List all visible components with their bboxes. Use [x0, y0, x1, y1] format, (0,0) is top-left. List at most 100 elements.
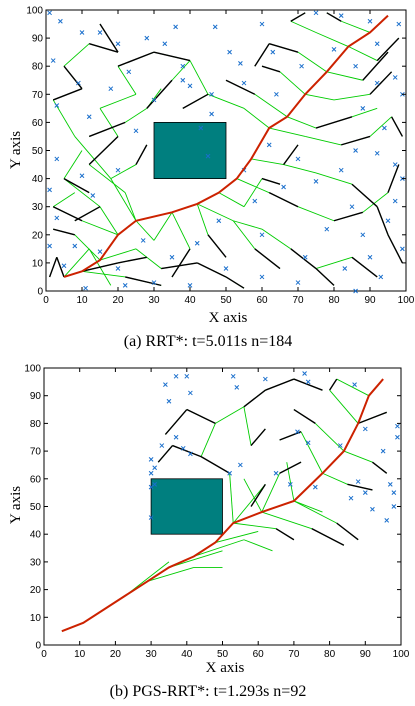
sample-point	[47, 243, 52, 249]
branch-edge	[52, 88, 83, 101]
tree-edge	[81, 220, 119, 236]
x-tick-label: 60	[253, 649, 265, 660]
x-tick-label: 0	[41, 649, 47, 660]
sample-point	[188, 451, 193, 457]
branch-edge	[99, 23, 119, 53]
sample-point	[54, 103, 60, 108]
tree-edge	[315, 32, 349, 47]
sample-point	[353, 148, 358, 153]
branch-edge	[269, 43, 299, 53]
branch-edge	[254, 43, 270, 67]
branch-edge	[225, 79, 256, 95]
sample-point	[259, 274, 265, 280]
branch-edge	[387, 164, 400, 193]
tree-edge	[333, 93, 371, 101]
sample-point	[126, 69, 132, 75]
sample-point	[391, 490, 397, 496]
caption-b: (b) PGS-RRT*: t=1.293s n=92	[110, 683, 307, 700]
sample-point	[108, 86, 114, 92]
branch-edge	[268, 192, 299, 208]
sample-point	[205, 153, 211, 159]
sample-point	[122, 283, 128, 288]
sample-point	[387, 481, 393, 487]
branch-edge	[275, 528, 295, 541]
x-tick-label: 80	[328, 295, 340, 306]
optimal-path	[63, 14, 389, 278]
y-tick-label: 70	[30, 447, 42, 458]
tree-edge	[315, 172, 353, 185]
x-tick-label: 30	[148, 295, 160, 306]
x-axis-label-b: X axis	[206, 660, 245, 676]
y-tick-label: 0	[37, 287, 43, 298]
branch-edge	[311, 528, 345, 546]
x-tick-label: 30	[146, 649, 158, 660]
branch-edge	[351, 256, 378, 278]
y-tick-label: 60	[30, 474, 42, 485]
sample-point	[305, 379, 311, 385]
branch-edge	[63, 65, 83, 90]
sample-point	[287, 481, 293, 487]
sample-point	[148, 484, 154, 490]
sample-point	[166, 398, 172, 404]
sample-point	[90, 193, 96, 198]
branch-edge	[89, 43, 119, 53]
sample-point	[133, 128, 139, 134]
sample-point	[162, 41, 168, 47]
branch-edge	[283, 144, 299, 165]
sample-point	[392, 75, 398, 80]
sample-point	[391, 504, 397, 509]
sample-point	[370, 506, 375, 512]
sample-point	[47, 10, 52, 16]
sample-point	[262, 376, 268, 382]
sample-point	[382, 125, 387, 131]
branch-edge	[369, 71, 393, 95]
branch-edge	[243, 389, 266, 408]
tree-edge	[99, 93, 137, 109]
sample-point	[198, 125, 204, 131]
branch-edge	[265, 378, 295, 391]
branch-edge	[315, 268, 335, 286]
branch-edge	[88, 135, 119, 166]
tree-edge	[193, 539, 245, 557]
tree-edge	[63, 248, 90, 278]
tree-edge	[215, 530, 259, 543]
tree-edge	[189, 60, 209, 95]
branch-edge	[336, 522, 359, 541]
obstacle-rect	[150, 478, 223, 535]
branch-edge	[357, 411, 387, 425]
tree-edge	[168, 550, 223, 568]
tree-edge	[343, 450, 373, 463]
branch-edge	[117, 256, 147, 264]
sample-point	[187, 283, 193, 288]
tree-edge	[229, 473, 234, 524]
sample-point	[392, 162, 398, 167]
tree-edge	[63, 43, 90, 67]
sample-point	[299, 63, 304, 69]
sample-point	[384, 517, 390, 523]
y-axis-label-a: Y axis	[8, 131, 24, 169]
tree-edge	[74, 136, 112, 179]
y-tick-label: 20	[32, 230, 44, 241]
tree-edge	[348, 46, 378, 61]
sample-point	[151, 280, 157, 285]
tree-edge	[171, 212, 191, 250]
tree-edge	[341, 20, 371, 33]
tree-edge	[232, 484, 266, 524]
sample-point	[227, 470, 232, 476]
tree-edge	[243, 478, 263, 513]
branch-edge	[135, 144, 148, 165]
obstacle-rect	[153, 122, 227, 180]
sample-point	[337, 443, 343, 448]
tree-edge	[110, 164, 137, 179]
tree-edge	[243, 107, 270, 129]
tree-edge	[207, 93, 245, 109]
tree-edge	[200, 423, 216, 457]
sample-point	[266, 142, 272, 148]
y-tick-label: 10	[30, 613, 42, 624]
branch-edge	[48, 257, 58, 278]
sample-point	[349, 204, 355, 210]
tree-edge	[215, 406, 245, 424]
tree-edge	[300, 431, 323, 474]
chart-panel-rrt-star: (a) RRT*: t=5.011s n=184 X axis Y axis 0…	[8, 6, 415, 351]
x-tick-label: 50	[220, 295, 232, 306]
